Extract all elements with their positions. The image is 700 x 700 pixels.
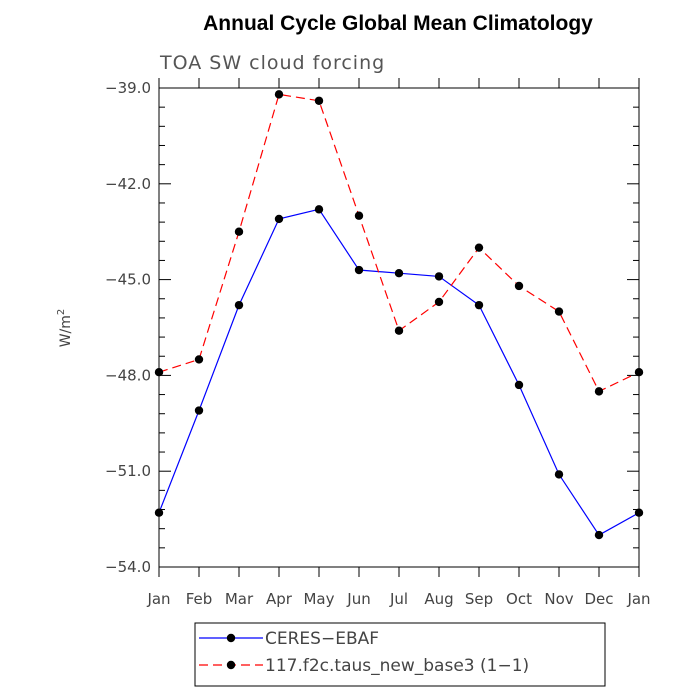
x-tick-label: Feb bbox=[186, 590, 213, 608]
y-tick-label: −54.0 bbox=[105, 558, 151, 576]
legend-label: 117.f2c.taus_new_base3 (1−1) bbox=[265, 656, 529, 676]
data-point bbox=[434, 272, 444, 281]
x-tick-label: Mar bbox=[225, 590, 254, 608]
data-point bbox=[194, 406, 204, 415]
data-point bbox=[354, 265, 364, 275]
data-point bbox=[314, 96, 324, 105]
data-point bbox=[634, 508, 644, 517]
data-point bbox=[594, 530, 604, 540]
data-point bbox=[274, 90, 284, 99]
data-point bbox=[234, 227, 244, 236]
y-tick-label: −51.0 bbox=[105, 462, 151, 480]
data-point bbox=[354, 211, 364, 220]
legend-marker bbox=[226, 660, 236, 670]
data-point bbox=[554, 470, 564, 479]
data-point bbox=[314, 205, 324, 214]
data-point bbox=[394, 269, 404, 278]
legend-box bbox=[194, 622, 606, 687]
data-point bbox=[394, 326, 404, 335]
y-tick-label: −45.0 bbox=[105, 271, 151, 289]
y-tick-label: −39.0 bbox=[105, 79, 151, 97]
x-tick-label: Dec bbox=[584, 590, 613, 608]
x-tick-label: Jan bbox=[626, 590, 650, 608]
chart-subtitle: TOA SW cloud forcing bbox=[159, 52, 385, 74]
data-point bbox=[474, 243, 484, 252]
series-layer bbox=[154, 90, 644, 540]
data-point bbox=[234, 300, 244, 310]
data-point bbox=[274, 214, 284, 224]
data-point bbox=[554, 307, 564, 316]
legend-marker bbox=[226, 633, 236, 643]
y-tick-label: −42.0 bbox=[105, 175, 151, 193]
x-tick-label: Jul bbox=[389, 590, 408, 608]
data-point bbox=[514, 380, 524, 390]
x-tick-label: May bbox=[303, 590, 334, 608]
data-point bbox=[434, 297, 444, 307]
x-tick-label: Sep bbox=[465, 590, 493, 608]
y-axis: −39.0 −42.0 −45.0 −48.0 −51.0 −54.0 bbox=[105, 79, 639, 576]
x-tick-label: Jun bbox=[346, 590, 370, 608]
data-point bbox=[154, 368, 164, 377]
x-tick-label: Nov bbox=[544, 590, 573, 608]
data-point bbox=[634, 368, 644, 377]
series-0 bbox=[154, 205, 644, 540]
data-point bbox=[514, 281, 524, 291]
data-point bbox=[194, 355, 204, 364]
legend: CERES−EBAF 117.f2c.taus_new_base3 (1−1) bbox=[194, 622, 606, 687]
x-axis: Jan Feb Mar Apr May Jun Jul Aug Sep Oct Nov Dec Jan bbox=[146, 78, 651, 608]
series-line bbox=[158, 93, 640, 393]
data-point bbox=[154, 508, 164, 517]
x-tick-label: Aug bbox=[424, 590, 453, 608]
data-point bbox=[594, 387, 604, 396]
legend-label: CERES−EBAF bbox=[265, 629, 379, 649]
data-point bbox=[474, 300, 484, 310]
series-1 bbox=[154, 90, 644, 396]
x-tick-label: Oct bbox=[506, 590, 532, 608]
x-tick-label: Apr bbox=[266, 590, 293, 608]
y-axis-label: W/m2 bbox=[56, 309, 74, 348]
chart-title: Annual Cycle Global Mean Climatology bbox=[203, 12, 593, 35]
y-tick-label: −48.0 bbox=[105, 366, 151, 384]
x-tick-label: Jan bbox=[146, 590, 170, 608]
